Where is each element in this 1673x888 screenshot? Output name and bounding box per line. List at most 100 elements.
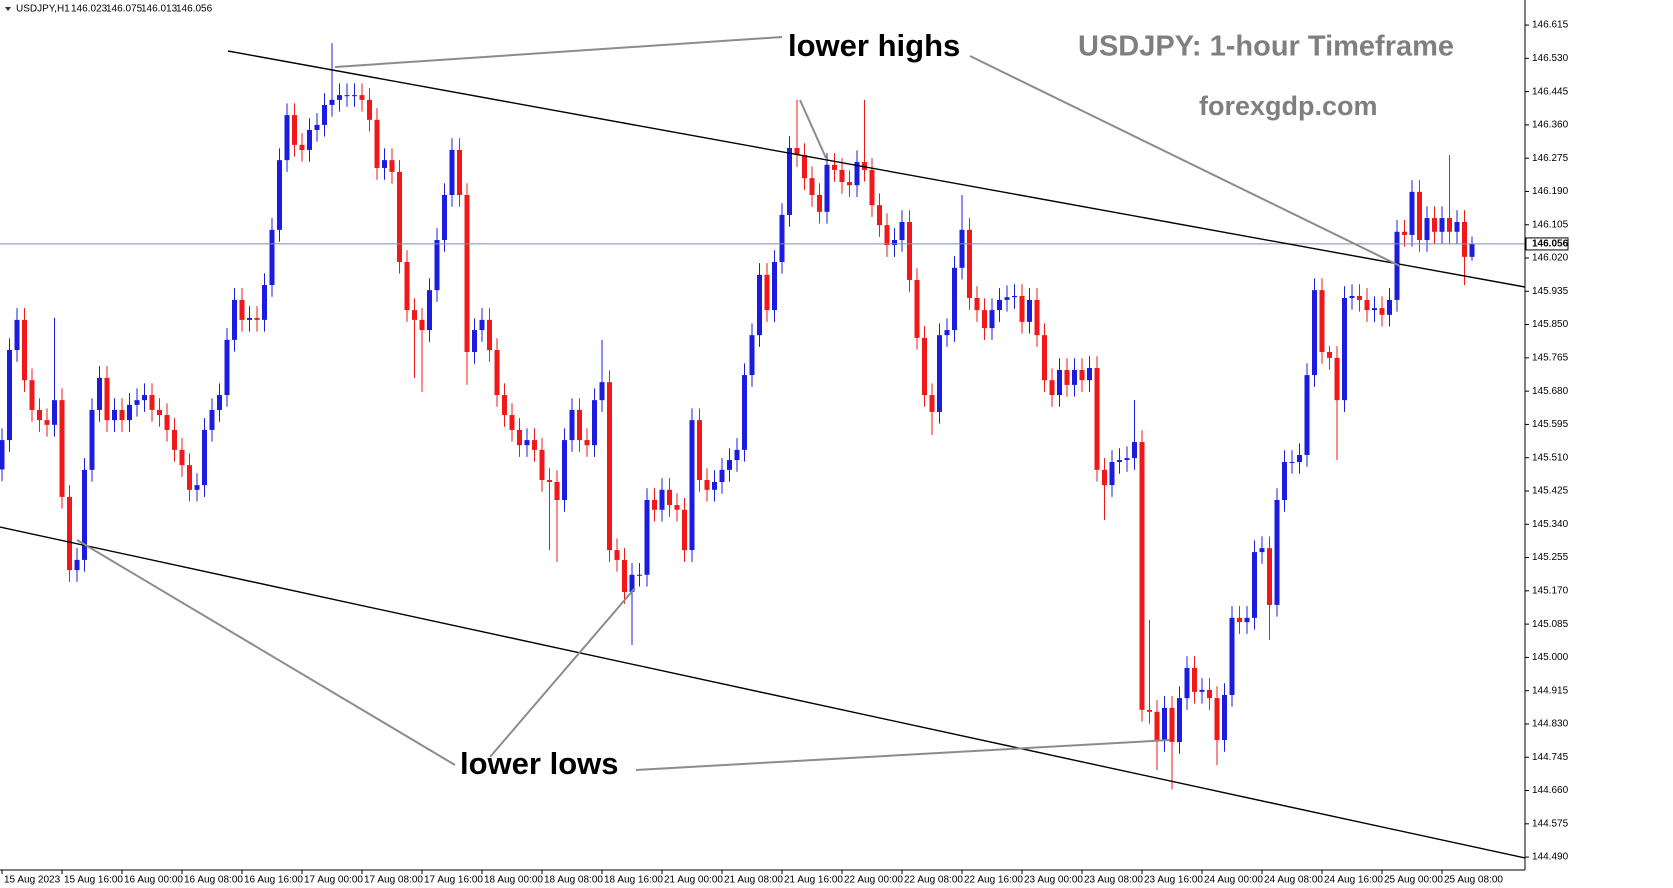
x-tick-label: 25 Aug 00:00 [1384, 875, 1443, 886]
candle-body [7, 350, 12, 441]
candle-body [1357, 296, 1362, 300]
candle-body [682, 509, 687, 551]
candle-body [959, 229, 965, 268]
candle-body [112, 409, 117, 421]
y-tick-label: 146.020 [1532, 253, 1569, 264]
candle-body [1184, 667, 1190, 699]
candle-body [179, 449, 185, 466]
candle-body [1147, 709, 1152, 712]
candle-body [817, 194, 822, 212]
symbol: USDJPY,H1 [16, 4, 70, 15]
candle-body [367, 99, 372, 120]
candle-body [757, 274, 762, 336]
candle-body [164, 415, 170, 430]
candle-body [892, 240, 897, 246]
x-tick-label: 17 Aug 08:00 [364, 875, 423, 886]
candle-body [374, 119, 380, 168]
pointer-line [969, 55, 1401, 267]
candle-body [67, 496, 72, 571]
candle-body [1447, 218, 1452, 232]
candle-body [397, 171, 402, 262]
candle-body [689, 420, 695, 551]
candle-body [314, 124, 320, 130]
y-tick-label: 145.085 [1532, 619, 1569, 630]
x-tick-label: 23 Aug 08:00 [1084, 875, 1143, 886]
candle-body [1327, 351, 1332, 358]
candle-body [1454, 222, 1460, 232]
candle-body [539, 449, 545, 481]
candle-body [569, 409, 575, 441]
candle-body [52, 400, 57, 425]
x-tick-label: 24 Aug 08:00 [1264, 875, 1323, 886]
candle-body [1237, 617, 1242, 623]
candle-body [674, 505, 680, 510]
candle-body [262, 285, 267, 320]
candle-body [1462, 222, 1467, 257]
candle-body [209, 409, 215, 430]
candle-body [907, 222, 912, 280]
pointer-line [799, 99, 827, 159]
candle-body [1267, 548, 1272, 605]
candle-body [802, 155, 807, 179]
y-tick-label: 144.915 [1532, 685, 1569, 696]
candle-body [749, 335, 755, 376]
header-open: 146.023 [71, 4, 108, 15]
candle-body [944, 330, 950, 336]
candle-body [247, 317, 252, 320]
candle-body [0, 440, 5, 470]
candle-body [839, 169, 845, 183]
candle-body [1154, 711, 1160, 741]
chart-subtitle: forexgdp.com [1199, 91, 1378, 121]
x-tick-label: 22 Aug 08:00 [904, 875, 963, 886]
y-tick-label: 145.425 [1532, 486, 1569, 497]
candle-body [989, 310, 995, 329]
candle-body [344, 95, 350, 97]
candle-body [787, 148, 792, 215]
x-tick-label: 17 Aug 00:00 [304, 875, 363, 886]
x-tick-label: 18 Aug 08:00 [544, 875, 603, 886]
y-tick-label: 144.830 [1532, 719, 1569, 730]
candle-body [997, 299, 1002, 311]
candle-body [89, 409, 95, 470]
candle-body [734, 449, 740, 461]
candle-body [1439, 218, 1445, 232]
candle-body [1244, 617, 1250, 623]
candle-body [1087, 368, 1092, 381]
candle-body [847, 182, 852, 186]
candle-body [1289, 462, 1295, 464]
price-label-box [1525, 237, 1569, 251]
x-tick-label: 16 Aug 16:00 [244, 875, 303, 886]
candle-body [1387, 299, 1392, 315]
x-tick-label: 21 Aug 08:00 [724, 875, 783, 886]
pointer-line [635, 739, 1171, 771]
y-tick-label: 144.745 [1532, 752, 1569, 763]
candle-body [59, 400, 65, 497]
candle-body [307, 129, 312, 150]
candle-body [1072, 370, 1077, 385]
candle-body [487, 319, 492, 351]
candle-body [982, 310, 987, 329]
candle-body [869, 169, 875, 206]
pointer-line [76, 539, 456, 766]
candle-body [832, 164, 837, 170]
candle-body [194, 485, 200, 490]
candle-body [352, 95, 357, 97]
candle-body [22, 319, 27, 381]
candle-body [1282, 462, 1287, 500]
candle-body [607, 382, 612, 551]
candle-body [1259, 548, 1265, 553]
candle-body [1109, 462, 1115, 486]
candle-body [1349, 296, 1355, 298]
candle-body [794, 148, 800, 156]
y-tick-label: 144.490 [1532, 852, 1569, 863]
candle-body [1162, 707, 1167, 741]
candle-body [532, 440, 537, 450]
candle-body [1342, 297, 1347, 401]
x-tick-label: 18 Aug 16:00 [604, 875, 663, 886]
candle-body [1034, 299, 1040, 336]
candle-body [704, 480, 710, 490]
y-tick-label: 144.575 [1532, 818, 1569, 829]
candle-body [719, 469, 725, 482]
candle-body [1304, 375, 1310, 455]
